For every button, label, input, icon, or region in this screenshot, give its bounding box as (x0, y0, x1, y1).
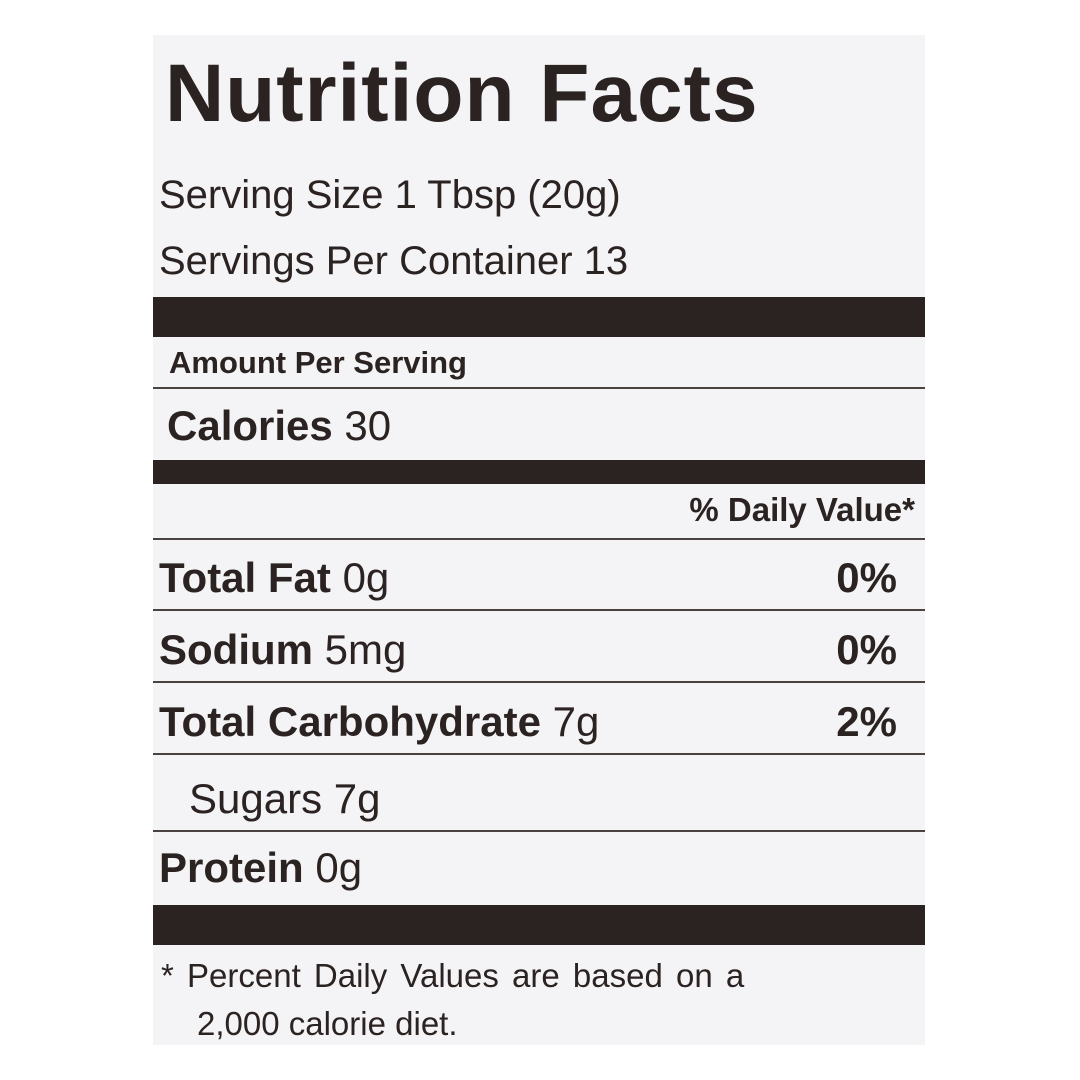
nutrient-amount: 7g (552, 698, 600, 745)
calories-label: Calories (167, 402, 333, 449)
protein-name: Protein (159, 844, 304, 891)
nutrient-row: Total Fat 0g (159, 557, 389, 599)
calories-row: Calories 30 (167, 405, 391, 447)
thick-rule (153, 905, 925, 945)
nutrient-name: Total Carbohydrate (159, 698, 541, 745)
medium-rule (153, 460, 925, 484)
footnote-line: * Percent Daily Values are based on a (161, 957, 745, 994)
footnote-line: 2,000 calorie diet. (197, 1005, 458, 1042)
nutrient-name: Sodium (159, 626, 313, 673)
daily-value: 0% (836, 626, 897, 673)
daily-value-header: % Daily Value* (689, 491, 915, 528)
amount-per-serving: Amount Per Serving (169, 345, 467, 380)
servings-per-container: Servings Per Container 13 (159, 239, 629, 283)
thick-rule (153, 297, 925, 337)
serving-size: Serving Size 1 Tbsp (20g) (159, 173, 621, 217)
daily-value: 0% (836, 554, 897, 601)
nutrient-row: Sodium 5mg (159, 629, 406, 671)
daily-value: 2% (836, 698, 897, 745)
rule (153, 753, 925, 755)
rule (153, 830, 925, 832)
title: Nutrition Facts (165, 48, 759, 139)
nutrient-name: Total Fat (159, 554, 331, 601)
rule (153, 681, 925, 683)
nutrient-amount: 0g (342, 554, 390, 601)
sugars: Sugars 7g (189, 775, 381, 822)
rule (153, 538, 925, 540)
nutrient-amount: 5mg (324, 626, 407, 673)
protein-amount: 0g (315, 844, 363, 891)
protein-row: Protein 0g (159, 847, 362, 889)
rule (153, 387, 925, 389)
nutrition-label: Nutrition Facts Serving Size 1 Tbsp (20g… (153, 35, 925, 1045)
nutrient-row: Total Carbohydrate 7g (159, 701, 599, 743)
rule (153, 609, 925, 611)
calories-amount: 30 (344, 402, 392, 449)
